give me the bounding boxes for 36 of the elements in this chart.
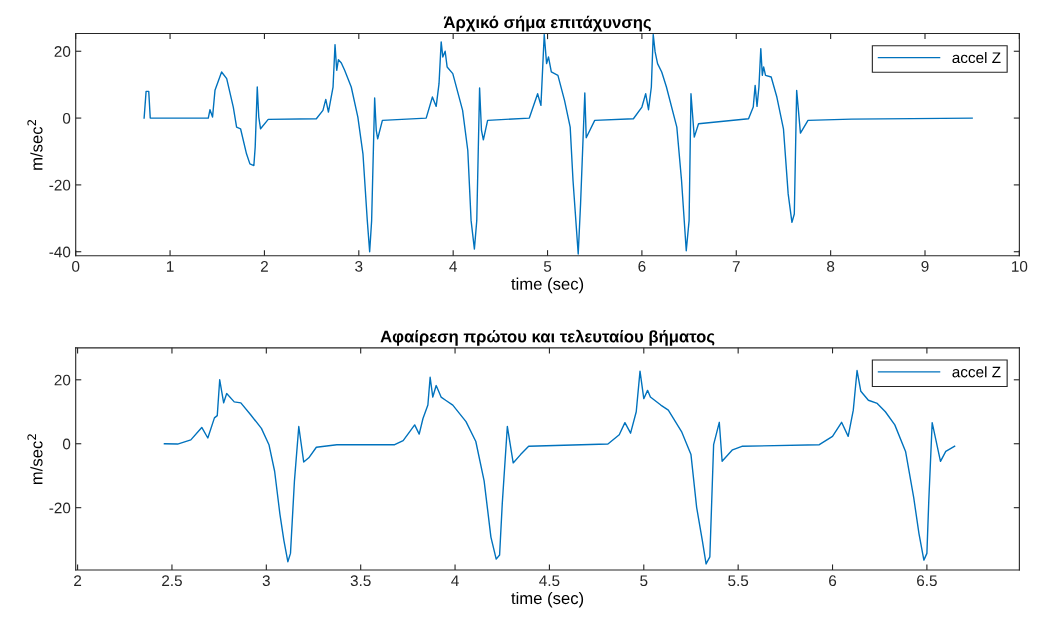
- x-tick-label: 3: [262, 575, 270, 587]
- y-tick-label: 0: [62, 438, 71, 450]
- x-tick-label: 3: [355, 261, 363, 272]
- x-tick-label: 6: [638, 261, 646, 272]
- x-tick-label: 9: [921, 261, 929, 272]
- y-tick-label: 20: [54, 374, 71, 386]
- x-tick-label: 6: [829, 575, 837, 587]
- x-tick-label: 5: [543, 261, 552, 272]
- x-axis-title: time (sec): [511, 277, 584, 294]
- x-tick-label: 6.5: [917, 575, 937, 587]
- y-tick-label: -40: [49, 246, 71, 258]
- x-tick-label: 2: [260, 261, 268, 272]
- x-tick-label: 4: [449, 261, 457, 272]
- y-tick-label: -20: [49, 502, 71, 514]
- x-tick-label: 7: [732, 261, 740, 272]
- x-tick-label: 4: [451, 575, 459, 586]
- x-tick-label: 0: [72, 261, 80, 272]
- x-axis-title: time (sec): [511, 591, 584, 608]
- chart-title: Άρχικό σήμα επιτάχυνσης: [443, 15, 651, 32]
- x-tick-label: 5.5: [728, 575, 749, 587]
- x-tick-label: 1: [166, 261, 174, 272]
- y-axis-title: m/sec$^{2}$: [27, 120, 43, 170]
- y-tick-label: 0: [62, 112, 71, 124]
- y-tick-label: 20: [54, 46, 71, 57]
- x-tick-label: 2: [74, 575, 82, 586]
- y-tick-label: -20: [49, 179, 71, 191]
- x-tick-label: 3.5: [350, 575, 371, 587]
- legend-label: accel Z: [952, 366, 1001, 378]
- chart-title: Αφαίρεση πρώτου και τελευταίου βήματος: [380, 329, 715, 346]
- x-tick-label: 5: [640, 575, 648, 587]
- x-tick-label: 2.5: [162, 575, 182, 587]
- y-axis-title: m/sec$^{2}$: [27, 434, 43, 485]
- x-tick-label: 8: [827, 261, 835, 272]
- x-tick-label: 10: [1012, 261, 1028, 272]
- x-tick-label: 4.5: [539, 575, 560, 587]
- legend-label: accel Z: [952, 51, 1001, 64]
